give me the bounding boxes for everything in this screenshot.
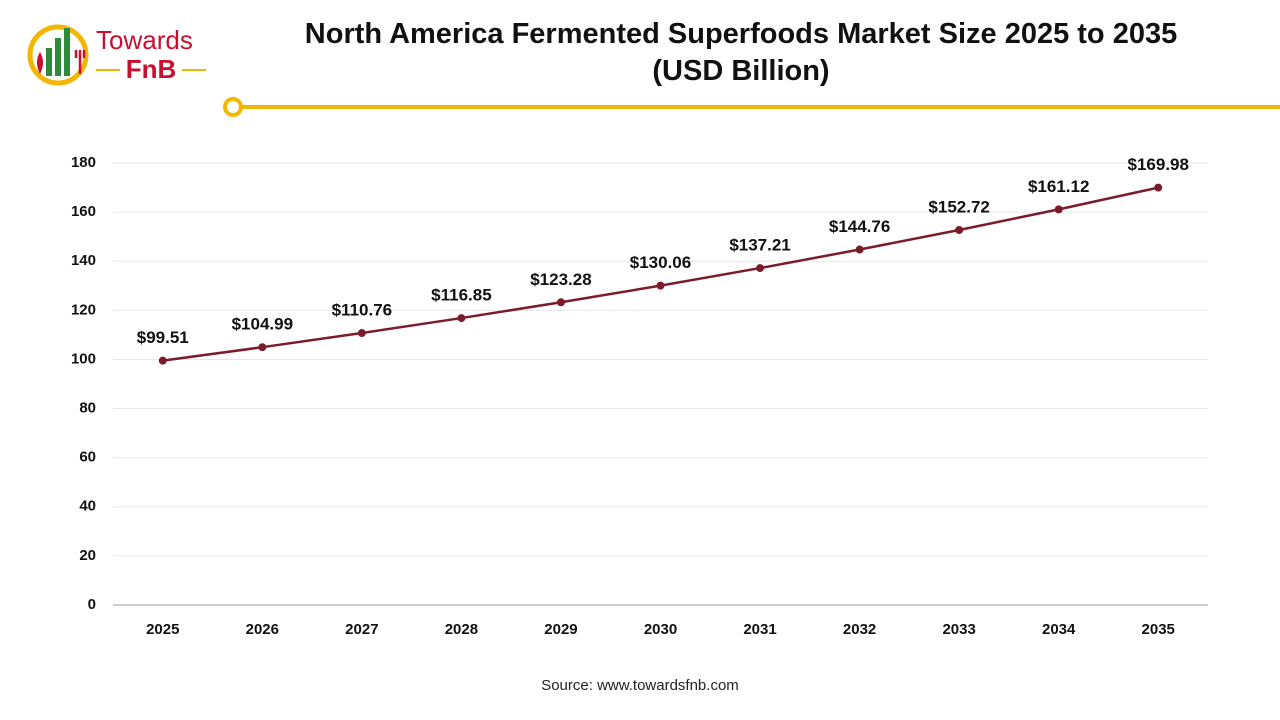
x-tick-label: 2029 [544,621,577,638]
logo-fork [74,50,86,74]
x-tick-label: 2027 [345,621,378,638]
y-tick-label: 180 [71,154,96,171]
y-tick-label: 20 [79,547,96,564]
y-tick-label: 120 [71,301,96,318]
point [258,343,267,352]
y-tick-label: 0 [88,596,96,613]
point [357,329,366,338]
data-label: $144.76 [829,217,890,236]
y-tick-label: 40 [79,498,96,515]
data-label: $110.76 [332,301,393,320]
logo-bar [46,48,52,76]
x-tick-label: 2034 [1042,621,1076,638]
point [955,225,964,234]
logo-spoon [37,52,43,74]
source: Source: www.towardsfnb.com [541,677,739,694]
point [556,298,565,307]
data-label: $99.51 [137,328,189,347]
chart-title: North America Fermented Superfoods Marke… [304,18,1178,87]
x-tick-label: 2026 [246,621,279,638]
x-tick-label: 2025 [146,621,179,638]
x-tick-label: 2032 [843,621,876,638]
data-label: $137.21 [729,236,790,255]
x-tick-label: 2035 [1142,621,1175,638]
y-tick-label: 60 [79,449,96,466]
point [756,264,765,273]
logo-text: Towards [96,25,193,55]
x-tick-label: 2030 [644,621,677,638]
point [1154,183,1163,192]
data-label: $161.12 [1028,177,1089,196]
logo-text: FnB [126,54,177,84]
header-dot [223,97,243,117]
point [158,356,167,365]
line [162,186,1159,362]
data-label: $104.99 [232,315,293,334]
point [855,245,864,254]
x-tick-label: 2031 [743,621,776,638]
y-tick-label: 100 [71,350,96,367]
data-label: $152.72 [928,197,989,216]
data-label: $116.85 [431,286,492,305]
x-tick-label: 2033 [942,621,975,638]
data-label: $169.98 [1128,155,1189,174]
y-tick-label: 140 [71,252,96,269]
logo-ring [27,24,89,86]
y-tick-label: 80 [79,400,96,417]
data-label: $130.06 [630,253,691,272]
point [457,314,466,323]
y-tick-label: 160 [71,203,96,220]
logo: Towards FnB [27,24,206,86]
logo-bar [55,38,61,76]
point [656,281,665,290]
point [1054,205,1063,214]
x-tick-label: 2028 [445,621,478,638]
data-label: $123.28 [530,270,591,289]
logo-bar [64,28,70,76]
